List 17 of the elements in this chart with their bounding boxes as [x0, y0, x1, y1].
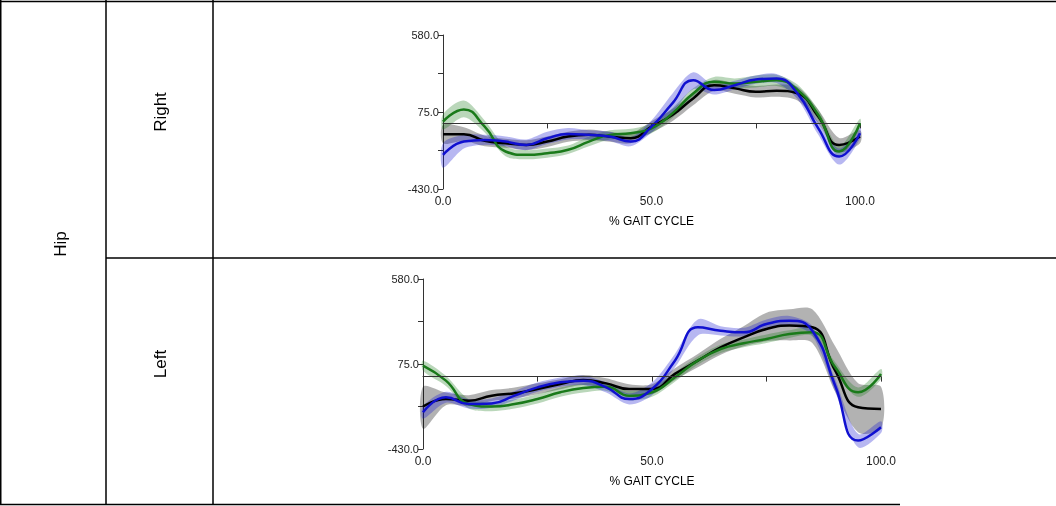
x-tick-label: 50.0 — [640, 454, 664, 468]
x-axis-title: % GAIT CYCLE — [608, 214, 695, 228]
x-tick-label: 100.0 — [865, 454, 897, 468]
y-axis-title: Left — [150, 349, 170, 379]
y-tick-label: -430.0 — [387, 443, 419, 455]
x-axis-title: % GAIT CYCLE — [609, 474, 695, 488]
y-tick-label: -430.0 — [407, 183, 439, 195]
y-tick-label: 75.0 — [417, 106, 439, 118]
y-tick-label: 580.0 — [391, 273, 419, 285]
x-tick-label: 0.0 — [434, 194, 452, 208]
x-tick-label: 50.0 — [639, 194, 664, 208]
y-axis-title: Right — [150, 91, 170, 132]
y-tick-label: 75.0 — [397, 358, 419, 370]
text: Hip — [50, 231, 70, 257]
x-tick-label: 0.0 — [414, 454, 432, 468]
y-tick-label: 580.0 — [411, 29, 439, 41]
x-tick-label: 100.0 — [844, 194, 876, 208]
